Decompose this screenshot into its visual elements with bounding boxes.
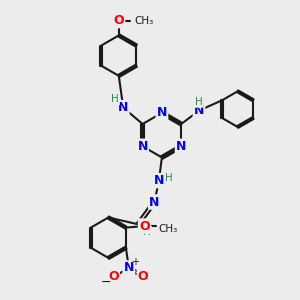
Text: H: H xyxy=(143,227,151,237)
Text: H: H xyxy=(111,94,119,104)
Text: O: O xyxy=(138,270,148,283)
Text: H: H xyxy=(195,97,202,107)
Text: N: N xyxy=(176,140,186,153)
Text: O: O xyxy=(108,270,119,284)
Text: O: O xyxy=(113,14,124,27)
Text: H: H xyxy=(165,172,173,183)
Text: N: N xyxy=(149,196,160,208)
Text: N: N xyxy=(118,101,128,114)
Text: +: + xyxy=(131,257,140,267)
Text: CH₃: CH₃ xyxy=(159,224,178,234)
Text: N: N xyxy=(137,140,148,153)
Text: N: N xyxy=(194,104,204,117)
Text: N: N xyxy=(157,106,167,119)
Text: N: N xyxy=(154,174,164,187)
Text: N: N xyxy=(124,262,134,275)
Text: O: O xyxy=(139,220,150,232)
Text: −: − xyxy=(101,276,112,290)
Text: CH₃: CH₃ xyxy=(134,16,154,26)
